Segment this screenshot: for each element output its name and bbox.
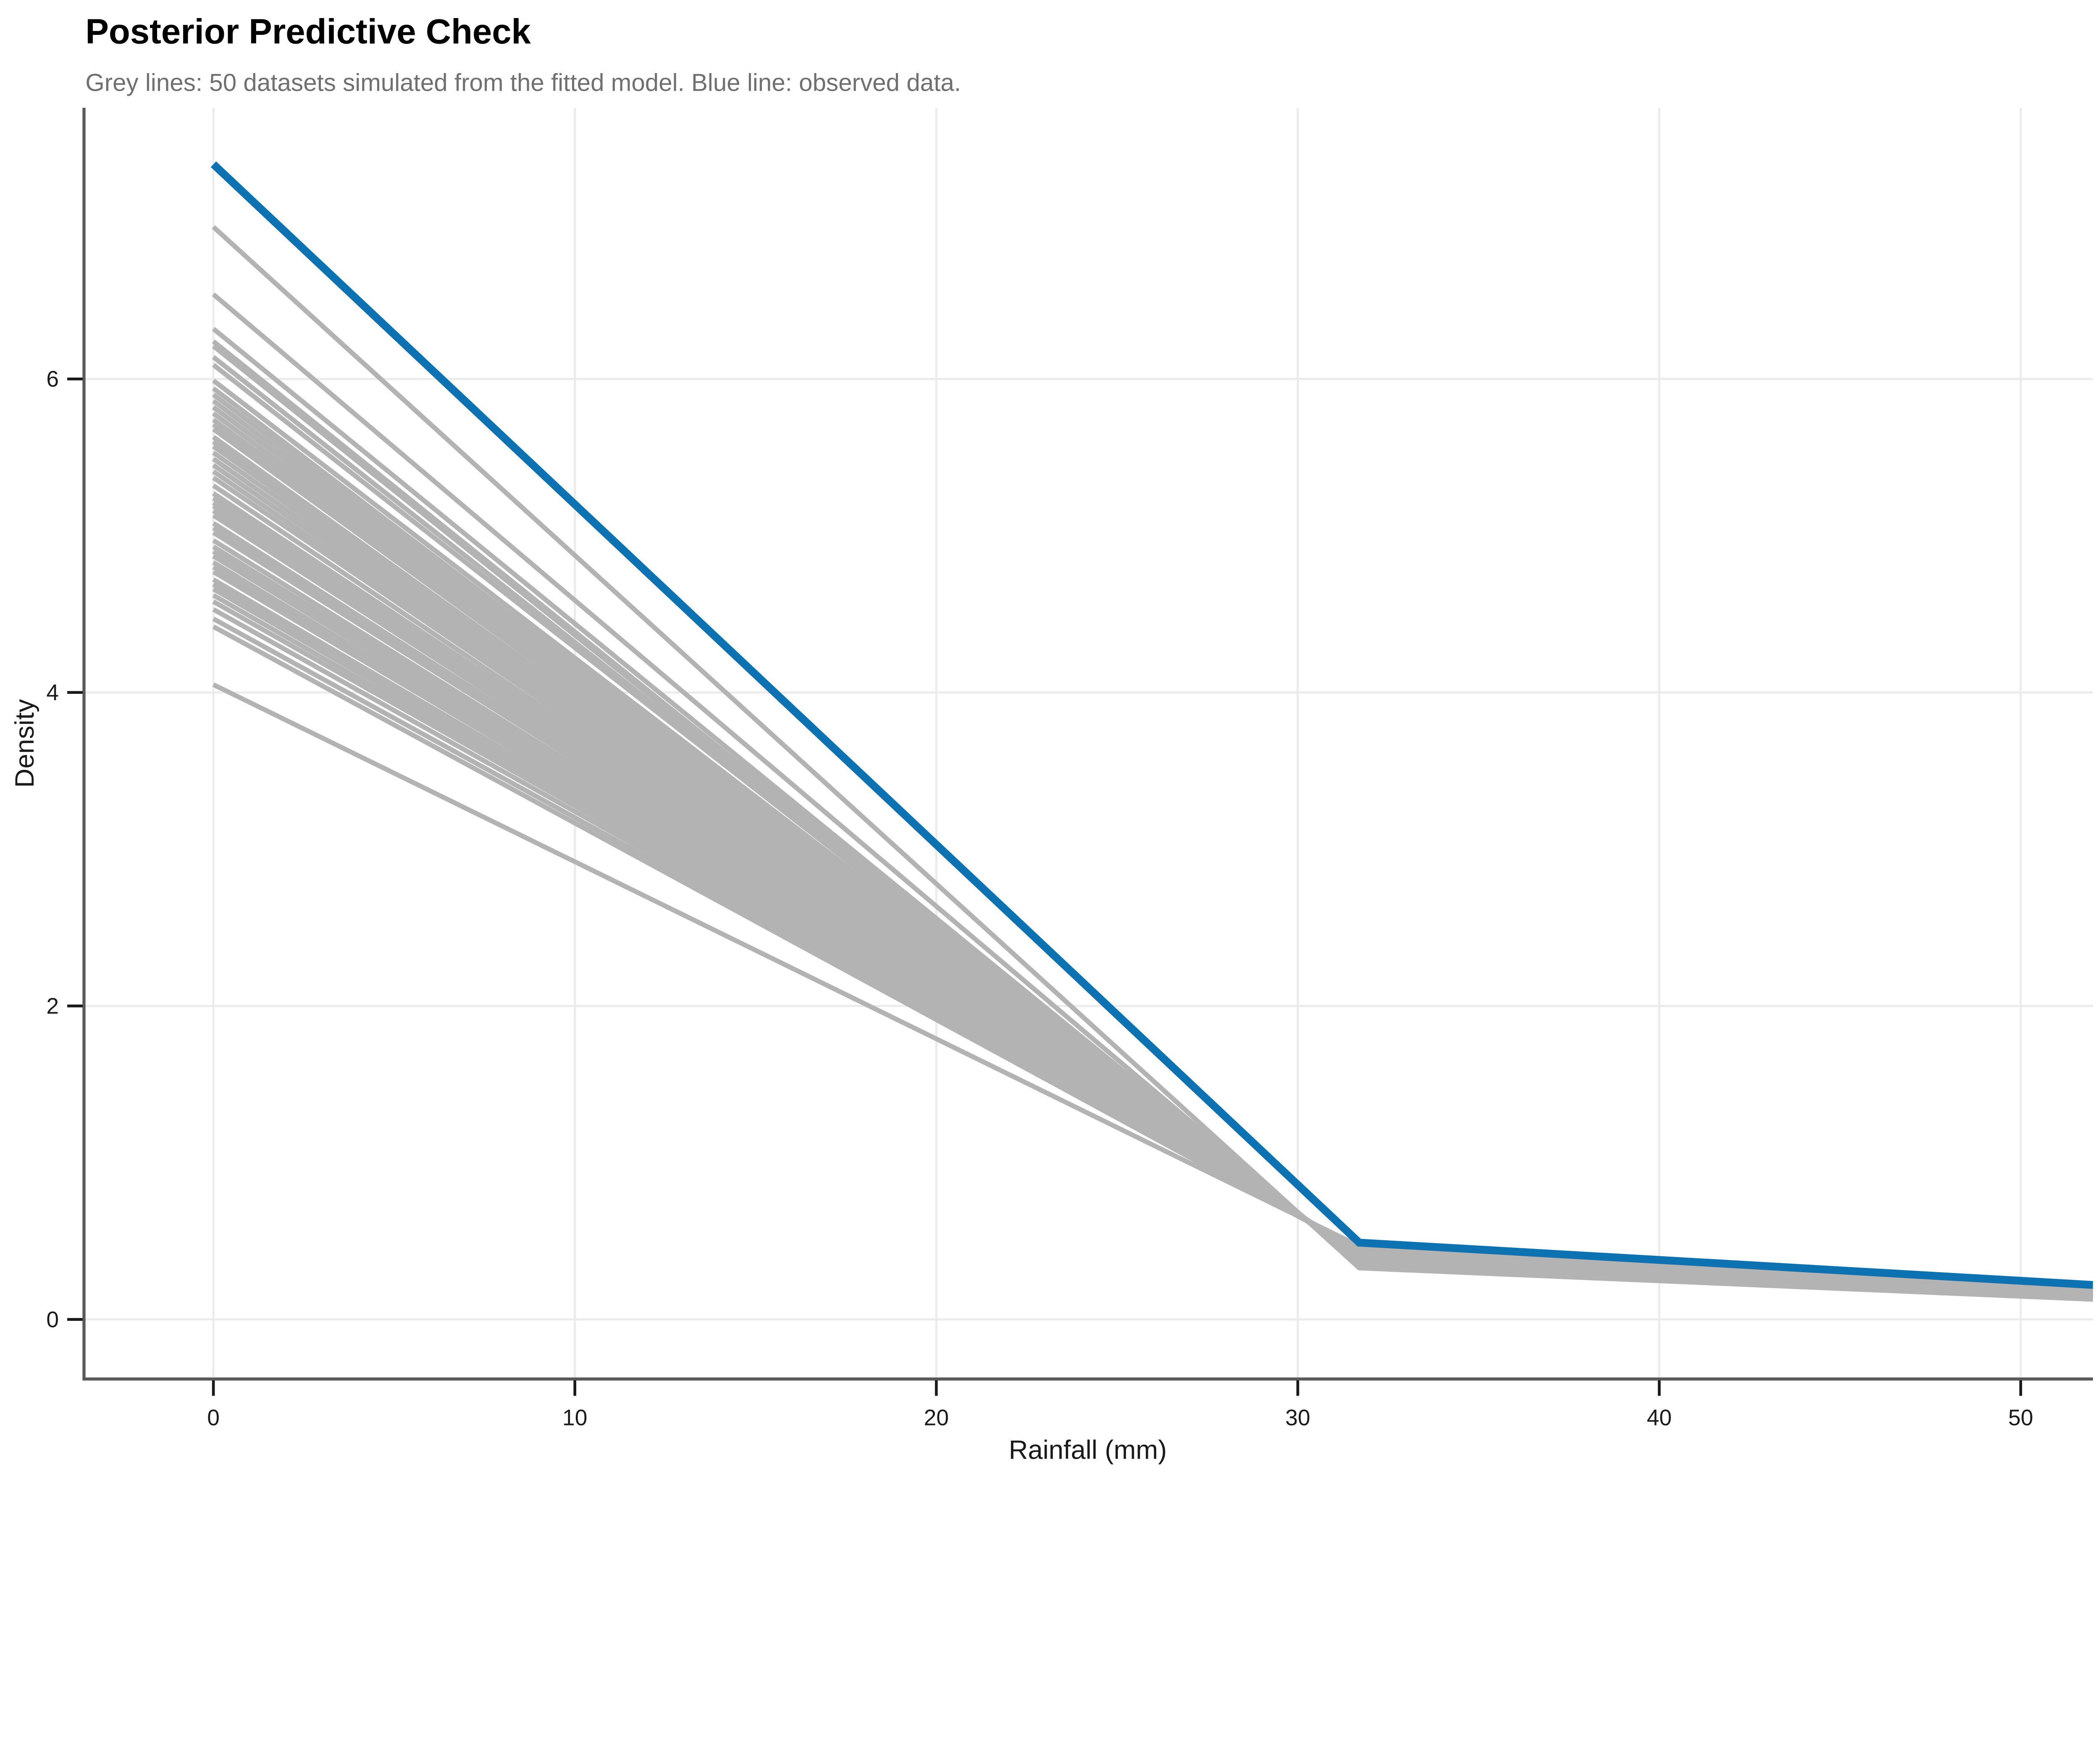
simulated-line-10	[212, 393, 2093, 1297]
ppc-chart: 0 10 20 30 40 50 0 2 4 6 Posterior Predictive Che…	[10, 12, 2093, 1465]
simulated-line-15	[212, 422, 2093, 1297]
y-tick-label-4: 4	[46, 680, 59, 705]
simulated-line-6	[212, 355, 2093, 1298]
simulated-line-7	[212, 363, 2093, 1299]
y-tick-label-2: 2	[46, 994, 59, 1018]
simulated-line-3	[212, 327, 2093, 1299]
simulated-line-1	[212, 225, 2093, 1302]
y-axis-title: Density	[10, 699, 39, 788]
x-axis-title: Rainfall (mm)	[1009, 1435, 1167, 1465]
y-tick-label-0: 0	[46, 1307, 59, 1332]
x-tick-label-40: 40	[1647, 1405, 1672, 1430]
axis-layer: 0 10 20 30 40 50 0 2 4 6	[46, 108, 2093, 1430]
simulated-line-9	[212, 386, 2093, 1298]
simulated-line-13	[212, 411, 2093, 1297]
x-tick-label-20: 20	[924, 1405, 949, 1430]
chart-title: Posterior Predictive Check	[85, 12, 531, 51]
simulated-line-8	[212, 378, 2093, 1298]
x-tick-label-10: 10	[562, 1405, 587, 1430]
series-layer	[210, 161, 2093, 1302]
simulated-line-22	[212, 463, 2093, 1296]
chart-subtitle: Grey lines: 50 datasets simulated from t…	[85, 69, 961, 97]
simulated-line-12	[212, 405, 2093, 1297]
x-tick-label-50: 50	[2008, 1405, 2033, 1430]
x-tick-label-0: 0	[207, 1405, 220, 1430]
simulated-line-14	[212, 417, 2093, 1297]
x-tick-label-30: 30	[1285, 1405, 1310, 1430]
observed-line	[210, 161, 2093, 1289]
figure: 0 10 20 30 40 50 0 2 4 6 Posterior Predictive Che…	[10, 12, 2093, 1465]
grid-layer	[84, 108, 2093, 1379]
y-tick-label-6: 6	[46, 367, 59, 392]
